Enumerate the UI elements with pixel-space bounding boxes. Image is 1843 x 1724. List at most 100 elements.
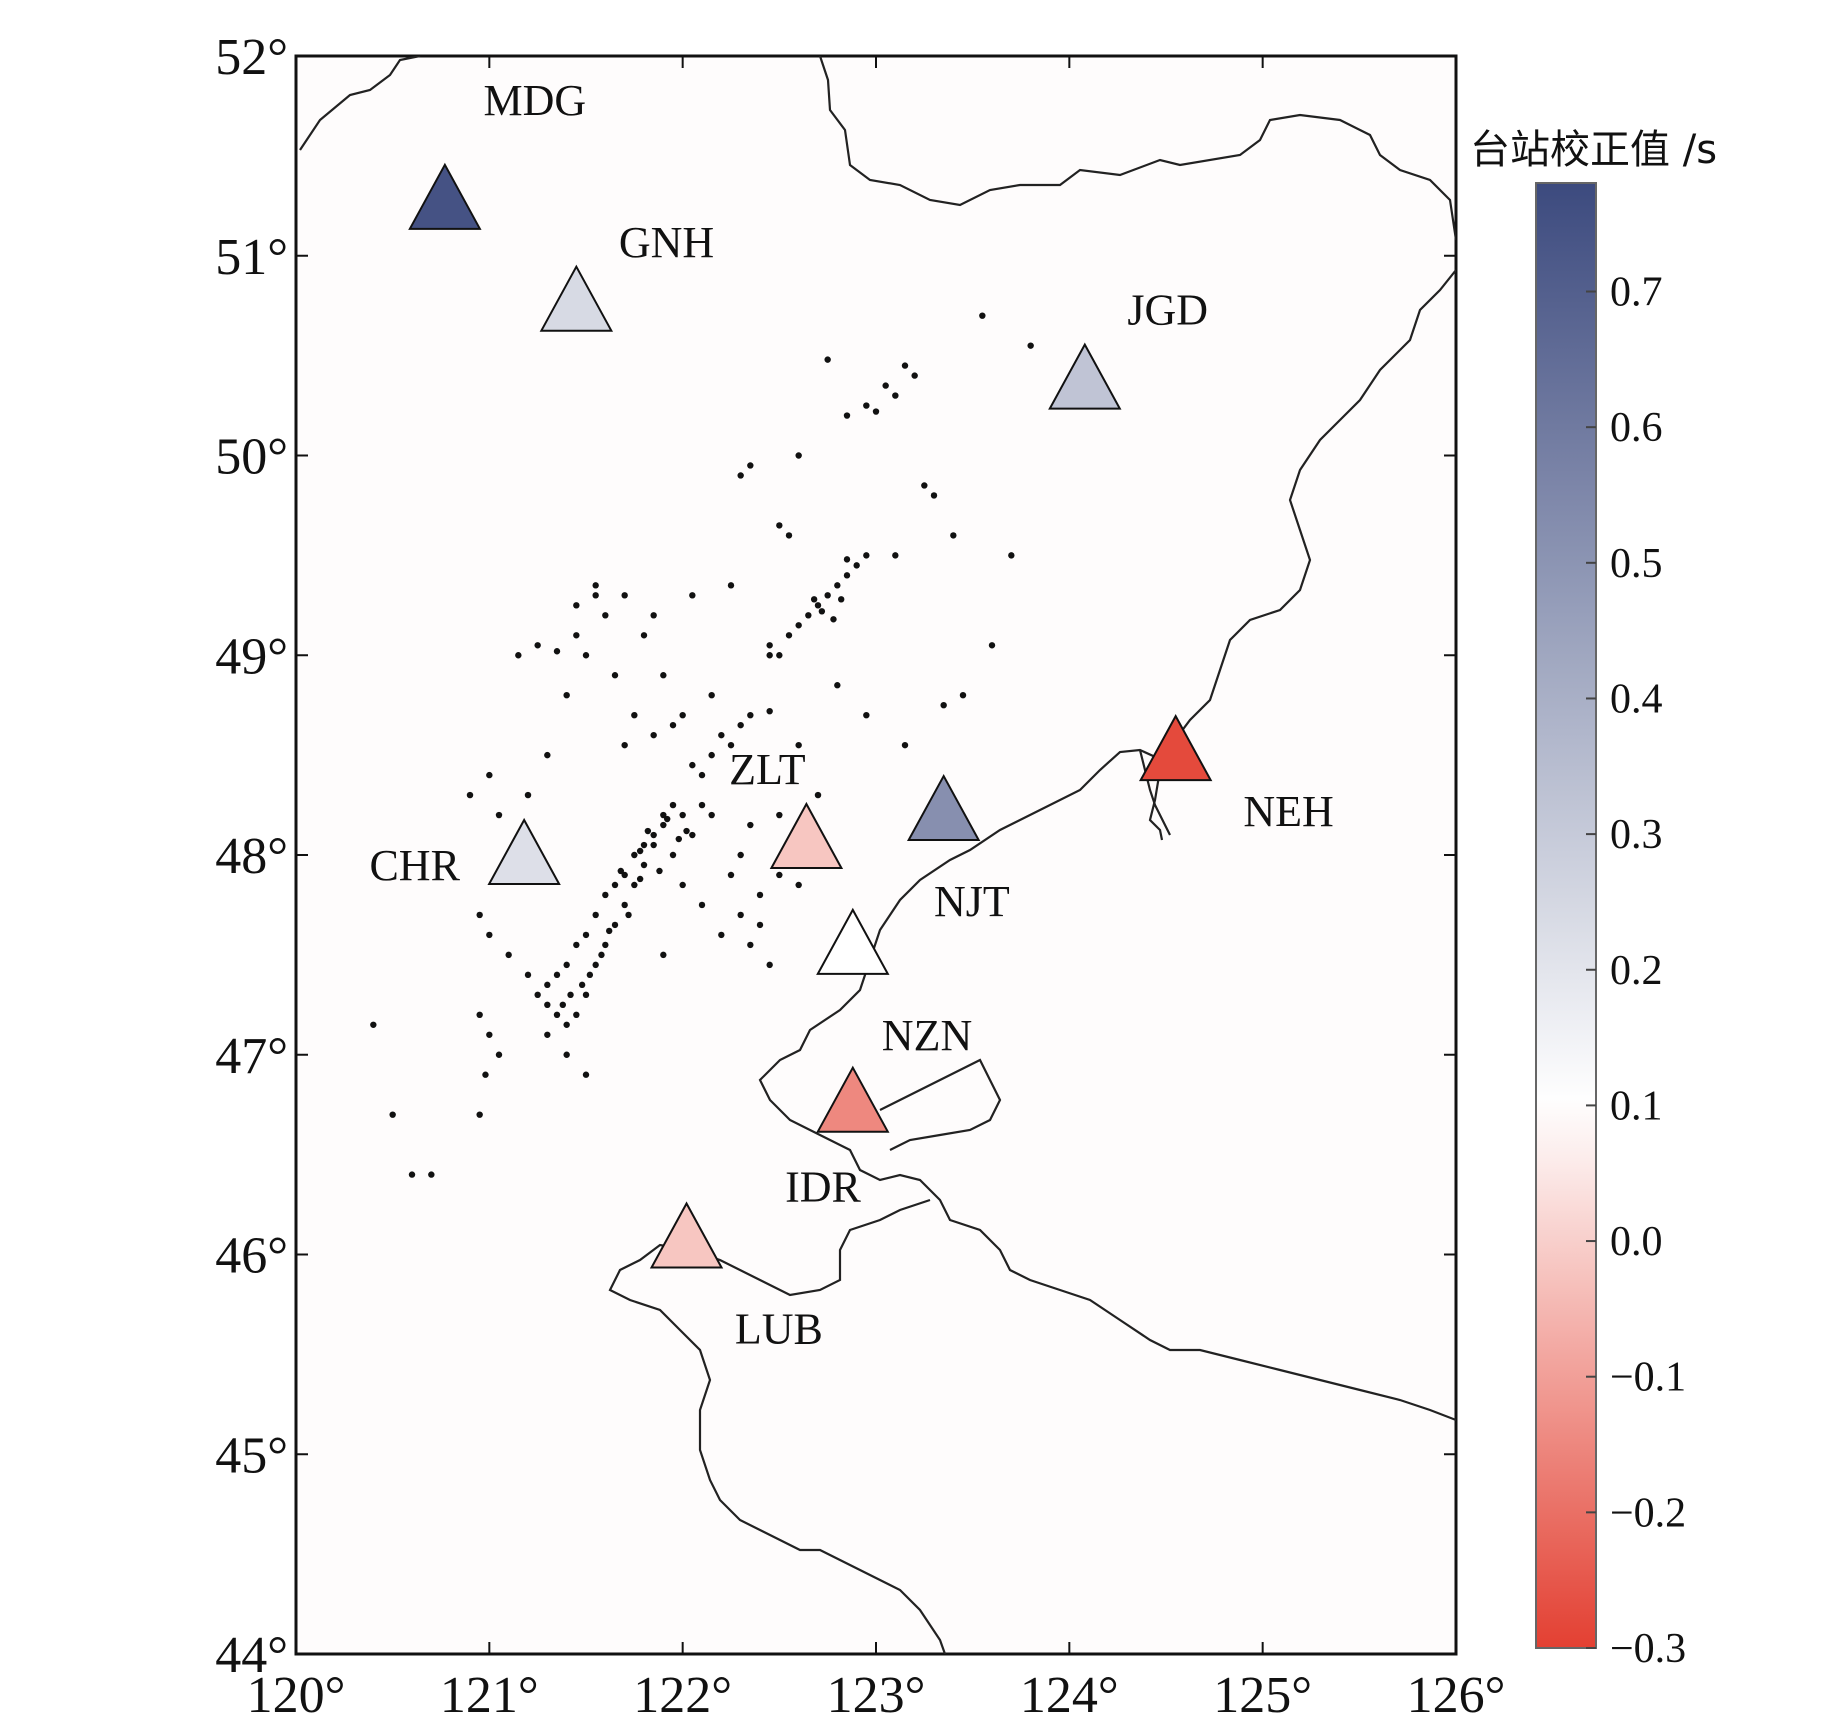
earthquake-dot <box>737 851 744 859</box>
earthquake-dot <box>689 831 696 839</box>
earthquake-dot <box>727 741 735 749</box>
earthquake-dot <box>602 941 609 949</box>
earthquake-dot <box>617 867 624 875</box>
earthquake-dot <box>737 911 744 919</box>
earthquake-dot <box>1008 552 1015 559</box>
earthquake-dot <box>611 881 619 889</box>
earthquake-dot <box>611 672 619 679</box>
station-label-idr: IDR <box>785 1163 861 1212</box>
earthquake-dot <box>689 761 696 769</box>
earthquake-dot <box>650 831 657 839</box>
earthquake-dot <box>766 642 773 649</box>
station-marker-mdg[interactable] <box>408 162 482 230</box>
lat-tick-label: 44° <box>215 1627 288 1684</box>
lon-tick-label: 121° <box>440 1667 539 1724</box>
earthquake-dot <box>766 707 773 715</box>
station-marker-idr[interactable] <box>816 1065 890 1133</box>
map-axes: 120° 121° 122° 123° 124° 125° 126° 44° 45° 46° 47°… <box>215 29 1505 1724</box>
earthquake-dot <box>563 961 570 969</box>
earthquake-dot <box>901 741 909 749</box>
colorbar-title: 台站校正值 /s <box>1470 127 1717 173</box>
earthquake-dot <box>592 961 599 969</box>
lat-tick-label: 52° <box>215 29 288 86</box>
station-marker-neh[interactable] <box>1138 714 1213 782</box>
political-borders <box>299 56 1456 1654</box>
station-marker-gnh[interactable] <box>539 264 614 332</box>
earthquake-dot <box>834 682 841 689</box>
earthquake-dot <box>476 1111 483 1118</box>
station-marker-nzn[interactable] <box>816 907 890 975</box>
earthquake-dot <box>795 741 802 749</box>
earthquake-dot <box>582 931 590 939</box>
earthquake-dot <box>544 751 551 759</box>
earthquake-dot <box>598 951 605 959</box>
colorbar-tick-label: 0.2 <box>1610 948 1663 994</box>
earthquake-dot <box>708 692 715 699</box>
colorbar-tick-label: −0.1 <box>1610 1355 1686 1401</box>
station-marker-chr[interactable] <box>487 817 561 885</box>
earthquake-dot <box>544 1031 551 1038</box>
earthquake-dot <box>389 1111 396 1118</box>
earthquake-dot <box>476 911 483 919</box>
earthquake-dot <box>582 1071 590 1078</box>
earthquake-dot <box>950 532 957 539</box>
station-marker-jgd[interactable] <box>1048 342 1122 410</box>
lat-tick-label: 45° <box>215 1427 288 1484</box>
earthquake-dot <box>656 867 663 875</box>
earthquake-dot <box>625 911 632 919</box>
earthquake-dot <box>650 612 657 619</box>
lat-tick-label: 51° <box>215 229 288 286</box>
earthquake-dot <box>766 652 773 659</box>
station-label-neh: NEH <box>1243 787 1333 836</box>
earthquake-dot <box>573 602 580 609</box>
earthquake-dot <box>482 1071 489 1078</box>
earthquake-dot <box>466 791 474 799</box>
station-marker-lub[interactable] <box>649 1201 724 1269</box>
earthquake-dot <box>553 971 561 979</box>
earthquake-dot <box>834 582 841 589</box>
earthquake-dot <box>708 751 715 759</box>
station-label-njt: NJT <box>934 877 1010 926</box>
station-marker-njt[interactable] <box>906 773 981 842</box>
earthquake-dot <box>863 711 870 719</box>
earthquake-dot <box>892 552 899 559</box>
earthquake-dot <box>901 362 909 369</box>
earthquake-dot <box>727 582 735 589</box>
earthquake-dot <box>664 815 671 823</box>
earthquake-dot <box>650 731 657 739</box>
colorbar-tick-label: 0.3 <box>1610 812 1663 858</box>
earthquake-dot <box>486 1031 493 1038</box>
earthquake-dot <box>563 1021 570 1028</box>
lon-tick-label: 125° <box>1213 1667 1312 1724</box>
earthquake-dot <box>843 572 851 579</box>
earthquake-dot <box>843 556 851 563</box>
earthquake-dot <box>582 991 590 999</box>
earthquake-dot <box>408 1171 416 1178</box>
colorbar-tick-label: 0.5 <box>1610 541 1663 587</box>
earthquake-dot <box>863 552 870 559</box>
colorbar-tick-label: 0.1 <box>1610 1083 1663 1129</box>
station-marker-zlt[interactable] <box>769 801 844 870</box>
earthquake-dot <box>586 971 594 979</box>
earthquake-dot <box>573 941 580 949</box>
earthquake-dot <box>660 672 667 679</box>
colorbar-tick-label: 0.6 <box>1610 405 1663 451</box>
earthquake-dot <box>698 901 706 909</box>
earthquake-dot <box>838 596 845 603</box>
earthquake-dot <box>718 731 725 739</box>
earthquake-dot <box>940 701 947 709</box>
earthquake-dot <box>727 871 735 879</box>
earthquake-dot <box>698 801 706 809</box>
earthquake-dot <box>824 356 831 363</box>
earthquake-dot <box>737 472 744 479</box>
earthquake-dot <box>814 602 822 609</box>
station-label-lub: LUB <box>735 1304 823 1353</box>
earthquake-dot <box>573 632 580 639</box>
colorbar-tick-label: −0.3 <box>1610 1626 1686 1672</box>
earthquake-dot <box>640 632 648 639</box>
earthquake-dot <box>756 891 764 899</box>
border-line-north <box>299 56 421 151</box>
earthquake-dot <box>611 921 619 929</box>
earthquake-dot <box>795 881 802 889</box>
map-frame <box>294 54 1458 1656</box>
